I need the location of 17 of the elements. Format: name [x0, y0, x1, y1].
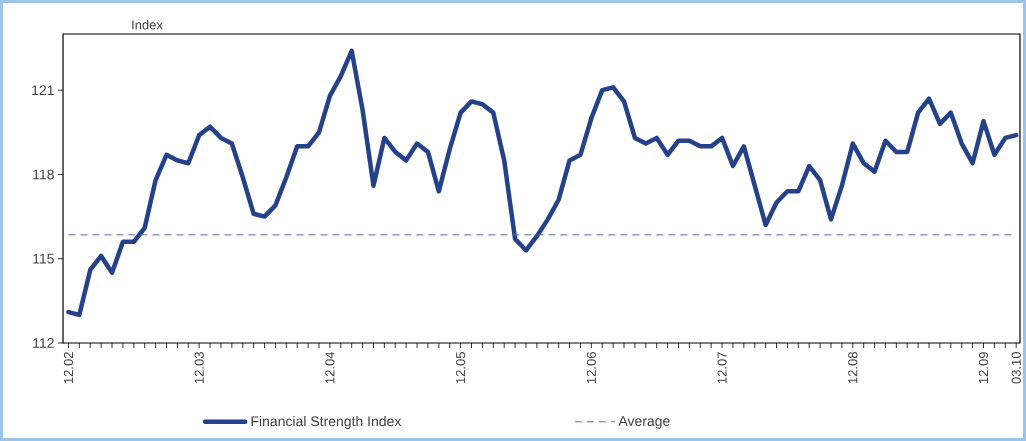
x-tick-label: 12.08	[848, 352, 858, 384]
x-tick-label: 12.02	[63, 352, 74, 384]
x-tick-label: 12.04	[325, 351, 335, 384]
x-tick-label: 12.09	[978, 352, 989, 384]
x-tick-label: 12.07	[717, 352, 727, 384]
x-tick-label: 12.06	[586, 352, 596, 384]
y-axis-title: Index	[132, 19, 163, 30]
legend-label: Average	[618, 416, 670, 429]
x-tick-label: 12.03	[194, 352, 204, 384]
x-tick-label: 03.10	[1011, 352, 1021, 384]
legend-label: Financial Strength Index	[251, 415, 402, 430]
y-tick-label: 121	[32, 85, 54, 96]
line-series	[66, 48, 1019, 318]
x-tick-label: 12.05	[456, 352, 466, 384]
y-tick-label: 112	[33, 338, 54, 348]
y-tick-label: 118	[33, 169, 54, 180]
y-tick-label: 115	[33, 253, 54, 264]
